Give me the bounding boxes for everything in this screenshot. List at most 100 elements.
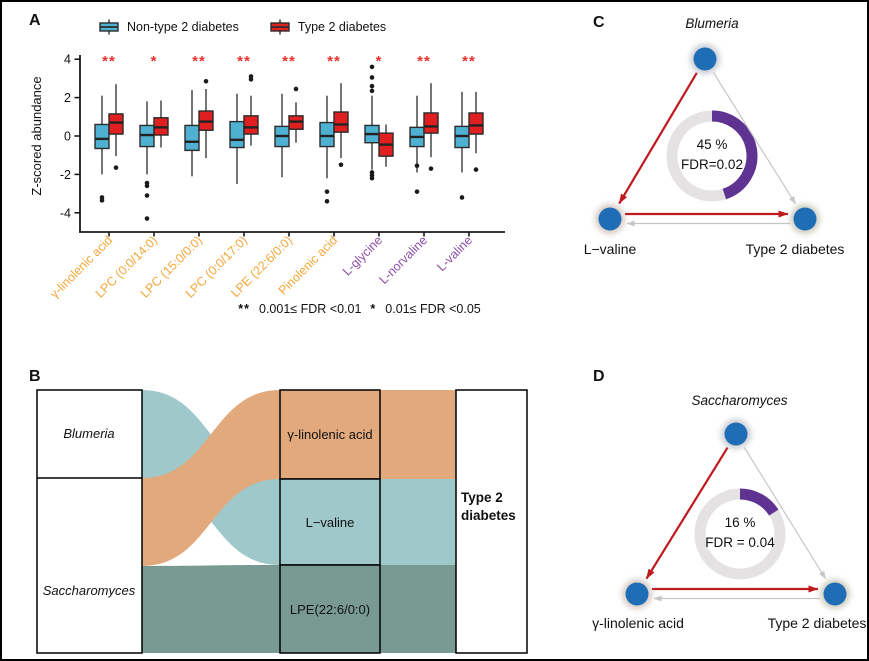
mediation-c-outcome-label: Type 2 diabetes bbox=[745, 241, 845, 257]
sankey-node-saccharomyces-label: Saccharomyces bbox=[42, 583, 136, 598]
mediation-node bbox=[625, 582, 649, 606]
outlier-dot bbox=[248, 74, 254, 79]
y-tick-label: -2 bbox=[60, 168, 71, 182]
mediation-c-svg bbox=[595, 44, 820, 234]
mediation-d-donut-text: 16 % FDR = 0.04 bbox=[682, 513, 798, 552]
boxplot-box bbox=[319, 121, 335, 148]
mediation-c-exposure-title: Blumeria bbox=[685, 16, 739, 31]
mediation-c-donut-text: 45 % FDR=0.02 bbox=[654, 135, 770, 174]
boxplot-box bbox=[229, 120, 245, 149]
category-label: L-norvaline bbox=[376, 233, 430, 287]
mediation-d-outcome-label: Type 2 diabetes bbox=[767, 615, 867, 631]
outlier-dot bbox=[473, 167, 479, 172]
outlier-dot bbox=[369, 88, 375, 94]
donut-arc bbox=[711, 110, 758, 200]
fdr-footnote: ** 0.001≤ FDR <0.01 * 0.01≤ FDR <0.05 bbox=[177, 302, 542, 316]
boxplot-box bbox=[333, 111, 349, 133]
mediation-c-percent: 45 % bbox=[696, 137, 728, 152]
legend-item-type2: Type 2 diabetes bbox=[269, 19, 386, 35]
mediation-node bbox=[598, 207, 622, 231]
outlier-dot bbox=[459, 195, 465, 200]
mediation-node bbox=[693, 47, 717, 71]
footnote-double-star: ** bbox=[238, 302, 250, 316]
outlier-dot bbox=[369, 75, 375, 80]
sankey-node-lpe-label: LPE(22:6/0:0) bbox=[289, 602, 371, 617]
mediation-arrow bbox=[743, 447, 827, 580]
sankey-flow bbox=[142, 390, 280, 566]
sankey-flow bbox=[380, 479, 456, 565]
mediation-node bbox=[724, 422, 748, 446]
panel-b-letter: B bbox=[29, 368, 41, 385]
nontype2-boxplot-glyph-icon bbox=[99, 19, 119, 35]
mediation-d-svg bbox=[622, 419, 850, 609]
significance-stars: ** bbox=[237, 53, 251, 70]
outlier-dot bbox=[369, 175, 375, 181]
sankey-svg bbox=[36, 389, 528, 654]
outlier-dot bbox=[324, 198, 330, 204]
outlier-dot bbox=[414, 163, 420, 169]
outlier-dot bbox=[369, 83, 375, 89]
footnote-single-star-range: 0.01≤ FDR <0.05 bbox=[385, 302, 481, 316]
outlier-dot bbox=[144, 193, 150, 198]
footnote-double-star-range: 0.001≤ FDR <0.01 bbox=[259, 302, 362, 316]
outlier-dot bbox=[338, 162, 344, 168]
outlier-dot bbox=[414, 189, 420, 194]
sankey-flow bbox=[142, 565, 280, 653]
panel-c-letter: C bbox=[593, 14, 605, 31]
y-tick-label: -4 bbox=[60, 206, 71, 220]
sankey-node-blumeria-label: Blumeria bbox=[63, 426, 115, 441]
sankey-flow bbox=[380, 565, 456, 653]
category-label: L-valine bbox=[434, 233, 475, 274]
outlier-dot bbox=[144, 216, 150, 221]
mediation-arrow bbox=[645, 447, 729, 580]
boxplot-box bbox=[108, 113, 124, 135]
boxplot-box bbox=[468, 112, 484, 135]
significance-stars: ** bbox=[417, 53, 431, 70]
mediation-d-exposure-title: Saccharomyces bbox=[691, 393, 788, 408]
sankey-mid-box-linolenic bbox=[279, 389, 381, 480]
significance-stars: * bbox=[151, 53, 158, 70]
mediation-d-fdr: FDR = 0.04 bbox=[705, 534, 775, 550]
legend-label-nontype2: Non-type 2 diabetes bbox=[127, 20, 239, 34]
type2-boxplot-glyph-icon bbox=[270, 19, 290, 35]
boxplot-box bbox=[94, 123, 110, 150]
outlier-dot bbox=[113, 165, 119, 170]
panel-a-letter: A bbox=[29, 12, 41, 29]
sankey-right-box bbox=[455, 389, 528, 654]
y-tick-label: 0 bbox=[64, 130, 71, 144]
y-axis-label: Z-scored abundance bbox=[29, 76, 44, 195]
significance-stars: ** bbox=[462, 53, 476, 70]
mediation-d-percent: 16 % bbox=[724, 515, 756, 530]
panel-d-letter: D bbox=[593, 368, 605, 385]
outlier-dot bbox=[369, 64, 375, 70]
sankey-node-type2-label: Type 2 diabetes bbox=[461, 490, 516, 523]
legend-label-type2: Type 2 diabetes bbox=[297, 20, 387, 34]
sankey-left-box bbox=[36, 389, 143, 654]
mediation-arrow bbox=[712, 72, 796, 205]
sankey-node-valine-label: L−valine bbox=[305, 515, 355, 530]
mediation-d-mediator-label: γ-linolenic acid bbox=[592, 615, 684, 631]
significance-stars: * bbox=[376, 53, 383, 70]
sankey-flow bbox=[380, 390, 456, 479]
mediation-c-fdr: FDR=0.02 bbox=[681, 156, 743, 172]
significance-stars: ** bbox=[192, 53, 206, 70]
mediation-arrow bbox=[618, 72, 698, 205]
mediation-c-mediator-label: L−valine bbox=[583, 241, 637, 257]
outlier-dot bbox=[324, 189, 330, 194]
boxplot-legend: Non-type 2 diabetes Type 2 diabetes bbox=[98, 19, 386, 35]
boxplot-box bbox=[184, 124, 200, 152]
boxplot-box bbox=[243, 115, 259, 135]
significance-stars: ** bbox=[102, 53, 116, 70]
legend-item-nontype2: Non-type 2 diabetes bbox=[98, 19, 239, 35]
y-tick-label: 2 bbox=[64, 91, 71, 105]
category-label: L-glycine bbox=[340, 233, 385, 278]
outlier-dot bbox=[428, 166, 434, 171]
boxplot-box bbox=[423, 112, 439, 134]
sankey-mid-box-lpe bbox=[279, 564, 381, 654]
significance-stars: ** bbox=[282, 53, 296, 70]
mediation-node bbox=[793, 207, 817, 231]
outlier-dot bbox=[203, 78, 209, 84]
footnote-single-star: * bbox=[370, 302, 377, 316]
